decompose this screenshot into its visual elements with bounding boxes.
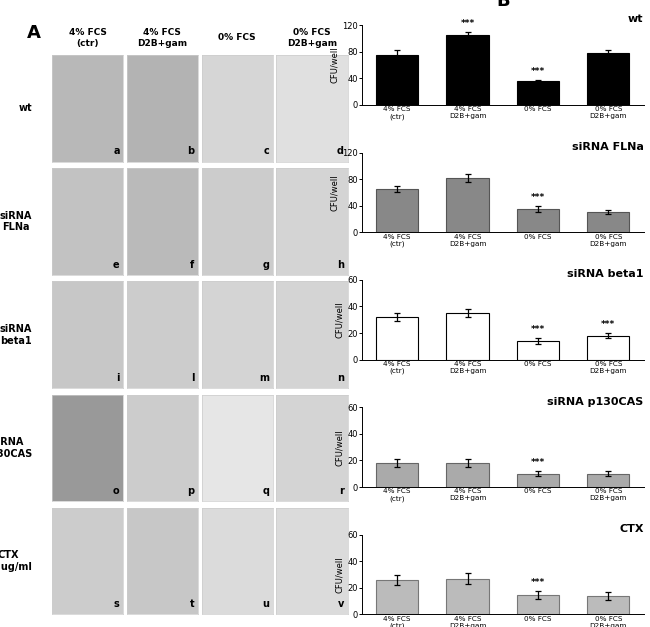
Bar — [587, 596, 629, 614]
Y-axis label: CFU/well: CFU/well — [335, 302, 345, 338]
Bar — [517, 594, 559, 614]
Text: c: c — [263, 146, 269, 156]
Text: t: t — [190, 599, 194, 609]
Text: siRNA
FLNa: siRNA FLNa — [0, 211, 32, 233]
Text: B: B — [496, 0, 510, 9]
Text: ***: *** — [531, 325, 545, 334]
Text: q: q — [262, 486, 269, 496]
Bar — [587, 53, 629, 105]
Bar — [447, 177, 489, 232]
Bar — [447, 579, 489, 614]
Y-axis label: CFU/well: CFU/well — [335, 556, 345, 593]
Text: u: u — [262, 599, 269, 609]
Bar — [376, 463, 419, 487]
Bar — [587, 335, 629, 360]
Text: ***: *** — [531, 66, 545, 75]
Text: siRNA p130CAS: siRNA p130CAS — [547, 397, 644, 406]
Text: 0% FCS
D2B+gam: 0% FCS D2B+gam — [287, 28, 337, 48]
Bar — [447, 463, 489, 487]
Bar — [587, 474, 629, 487]
Text: 4% FCS
(ctr): 4% FCS (ctr) — [69, 28, 107, 48]
Text: o: o — [113, 486, 120, 496]
Text: n: n — [337, 373, 344, 382]
Bar — [517, 209, 559, 232]
Bar — [447, 35, 489, 105]
Bar — [587, 213, 629, 232]
Text: s: s — [114, 599, 120, 609]
Text: ***: *** — [531, 577, 545, 587]
Text: ***: *** — [531, 458, 545, 467]
Text: 0% FCS: 0% FCS — [218, 33, 256, 43]
Text: CTX
40 ug/ml: CTX 40 ug/ml — [0, 551, 32, 572]
Text: d: d — [337, 146, 344, 156]
Text: b: b — [187, 146, 194, 156]
Bar — [376, 189, 419, 232]
Text: r: r — [339, 486, 344, 496]
Text: e: e — [113, 260, 120, 270]
Text: 4% FCS
D2B+gam: 4% FCS D2B+gam — [137, 28, 187, 48]
Text: ***: *** — [531, 193, 545, 203]
Text: wt: wt — [18, 103, 32, 113]
Text: m: m — [259, 373, 269, 382]
Bar — [376, 55, 419, 105]
Bar — [517, 341, 559, 360]
Text: siRNA FLNa: siRNA FLNa — [571, 142, 644, 152]
Text: CTX: CTX — [619, 524, 644, 534]
Text: A: A — [27, 24, 41, 42]
Bar — [517, 82, 559, 105]
Text: siRNA
beta1: siRNA beta1 — [0, 324, 32, 345]
Y-axis label: CFU/well: CFU/well — [330, 46, 339, 83]
Text: ***: *** — [601, 320, 616, 329]
Text: ***: *** — [460, 19, 474, 28]
Text: l: l — [191, 373, 194, 382]
Text: siRNA
p130CAS: siRNA p130CAS — [0, 437, 32, 459]
Text: a: a — [113, 146, 120, 156]
Y-axis label: CFU/well: CFU/well — [330, 174, 339, 211]
Text: f: f — [190, 260, 194, 270]
Text: p: p — [187, 486, 194, 496]
Text: g: g — [262, 260, 269, 270]
Text: wt: wt — [628, 14, 644, 24]
Text: h: h — [337, 260, 344, 270]
Text: siRNA beta1: siRNA beta1 — [567, 269, 644, 279]
Text: v: v — [337, 599, 344, 609]
Text: i: i — [116, 373, 120, 382]
Bar — [517, 474, 559, 487]
Bar — [376, 317, 419, 360]
Y-axis label: CFU/well: CFU/well — [335, 429, 345, 465]
Bar — [376, 580, 419, 614]
Bar — [447, 313, 489, 360]
